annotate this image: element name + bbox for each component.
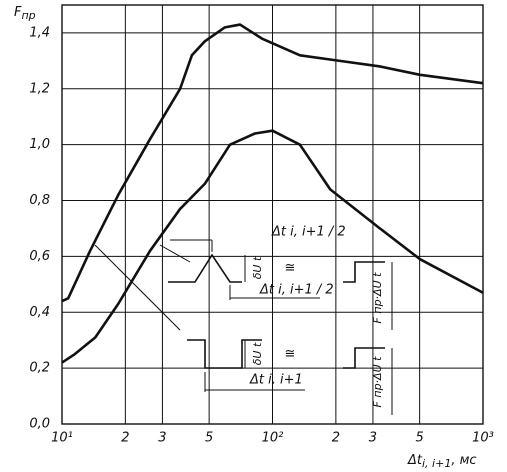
x-label-unit: , мс xyxy=(451,453,476,468)
x-tick-label: 2 xyxy=(332,431,340,446)
y-tick-label: 0,6 xyxy=(29,249,50,264)
y-axis-label: Fпр xyxy=(14,5,36,23)
pointer xyxy=(159,244,191,263)
annotation: Δt i, i+1 / 2 xyxy=(271,225,346,240)
step xyxy=(343,261,385,283)
annotation: δU t xyxy=(251,256,264,279)
y-tick-label: 1,2 xyxy=(29,81,50,96)
y-tick-label: 1,0 xyxy=(29,137,50,152)
annotation: ≅ xyxy=(285,347,296,362)
y-tick-label: 0,0 xyxy=(29,417,50,432)
x-tick-label: 5 xyxy=(415,431,423,446)
curve xyxy=(61,129,484,364)
x-tick-label: 10³ xyxy=(472,431,494,446)
x-label-sub: i, i+1 xyxy=(422,457,451,470)
annotation: Δt i, i+1 xyxy=(249,373,303,388)
y-label-sub: пр xyxy=(21,9,35,22)
annotation: δU t xyxy=(251,342,264,365)
curve xyxy=(61,23,484,303)
y-tick-label: 0,4 xyxy=(29,305,50,320)
y-tick-label: 0,8 xyxy=(29,193,50,208)
inset-diagrams xyxy=(94,239,393,415)
x-tick-label: 5 xyxy=(205,431,213,446)
annotation: Δt i, i+1 / 2 xyxy=(259,283,334,298)
y-label-main: F xyxy=(14,5,22,20)
x-tick-label: 10¹ xyxy=(51,431,73,446)
step xyxy=(343,347,385,369)
annotation: F пр·ΔU t xyxy=(371,356,384,408)
annotation: F пр·ΔU t xyxy=(371,272,384,324)
y-tick-label: 0,2 xyxy=(29,361,50,376)
x-label-main: Δt xyxy=(407,453,423,468)
x-tick-label: 10² xyxy=(262,431,284,446)
x-tick-label: 3 xyxy=(158,431,166,446)
y-tick-label: 1,4 xyxy=(29,25,50,40)
triangle-pulse xyxy=(168,253,242,283)
annotation: ≅ xyxy=(285,261,296,276)
pointer xyxy=(94,244,181,331)
x-tick-label: 3 xyxy=(369,431,377,446)
x-tick-label: 2 xyxy=(121,431,129,446)
x-axis-label: Δti, i+1, мс xyxy=(407,453,477,471)
